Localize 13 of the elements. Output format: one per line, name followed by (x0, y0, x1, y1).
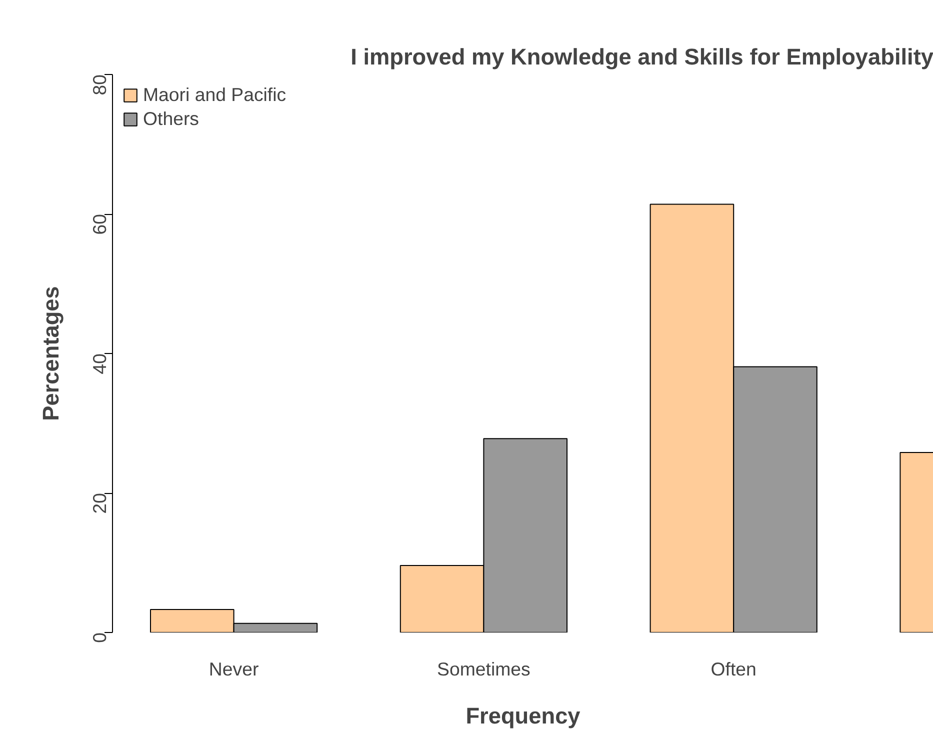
y-tick-label: 40 (89, 353, 110, 374)
legend-label: Maori and Pacific (143, 84, 286, 106)
y-axis-title: Percentages (38, 286, 64, 421)
chart-title: I improved my Knowledge and Skills for Employability (350, 44, 933, 70)
x-tick-label: Never (208, 658, 259, 680)
y-tick-label: 80 (89, 74, 110, 96)
y-tick-label: 0 (89, 632, 110, 643)
y-tick-label: 60 (89, 214, 110, 235)
legend-label: Others (143, 108, 199, 130)
y-tick-label: 20 (89, 492, 110, 514)
x-axis-title: Frequency (466, 702, 581, 728)
x-tick-label: Often (710, 658, 756, 680)
x-tick-label: Sometimes (437, 658, 530, 680)
